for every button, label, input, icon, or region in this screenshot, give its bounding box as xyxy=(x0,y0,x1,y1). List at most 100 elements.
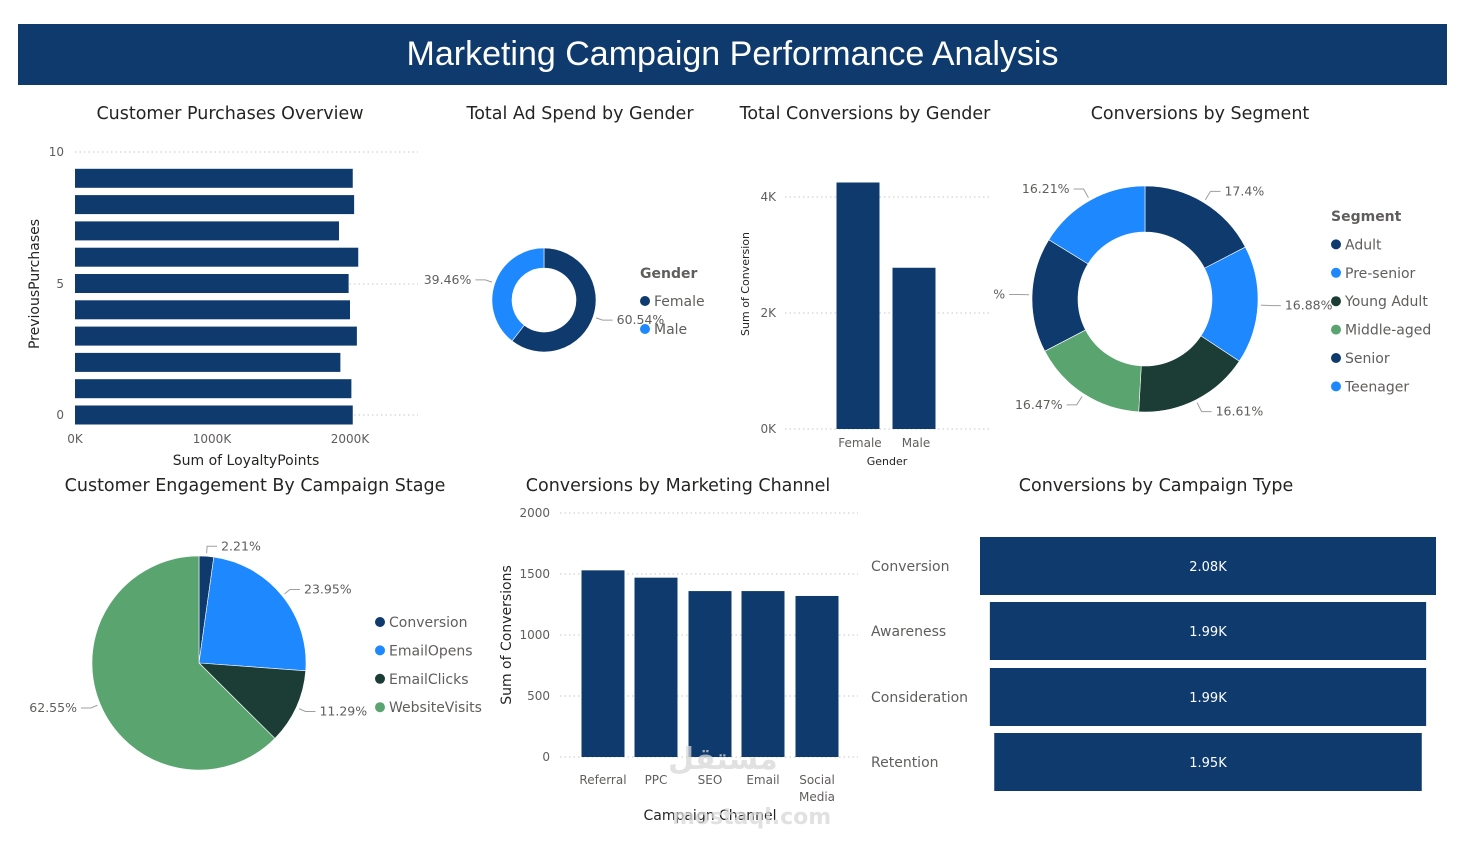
purchases-y-axis-title: PreviousPurchases xyxy=(27,219,43,349)
segment-legend-title: Segment xyxy=(1331,209,1402,225)
convgender-chart-title: Total Conversions by Gender xyxy=(739,104,991,124)
adspend-chart-title: Total Ad Spend by Gender xyxy=(466,104,694,124)
engagement-slice xyxy=(198,662,307,739)
engagement-data-label: 62.55% xyxy=(29,700,77,715)
purchases-bar xyxy=(75,326,357,346)
convgender-x-axis-title: Gender xyxy=(867,455,908,468)
engagement-data-label: 2.21% xyxy=(221,538,261,553)
adspend-legend-item: Male xyxy=(654,322,687,338)
purchases-bar xyxy=(75,274,349,293)
purchases-y-tick: 0 xyxy=(56,408,64,422)
purchases-bar xyxy=(75,379,352,399)
purchases-x-tick: 1000K xyxy=(193,432,233,446)
engagement-leader-line xyxy=(80,704,98,709)
segment-legend-item: Adult xyxy=(1345,237,1382,253)
adspend-legend-marker xyxy=(640,296,650,306)
channel-y-axis-title: Sum of Conversions xyxy=(499,565,515,705)
adspend-leader-line xyxy=(595,317,613,321)
camptype-data-label: 1.99K xyxy=(1189,691,1227,706)
camptype-bar xyxy=(980,537,1436,595)
channel-bar xyxy=(741,591,785,757)
adspend-data-label: 60.54% xyxy=(617,312,665,327)
convgender-bar xyxy=(836,182,880,429)
convgender-y-tick: 2K xyxy=(760,306,777,320)
camptype-bar xyxy=(989,668,1427,726)
channel-x-tick: Social xyxy=(799,773,835,787)
channel-x-tick: SEO xyxy=(698,773,723,787)
segment-data-label: 17.4% xyxy=(1224,183,1264,198)
engagement-legend-marker xyxy=(375,617,385,627)
camptype-data-label: 1.95K xyxy=(1189,756,1227,771)
segment-data-label: 16.61% xyxy=(1216,404,1264,419)
segment-leader-line xyxy=(1260,304,1281,307)
camptype-category-label: Retention xyxy=(871,755,939,771)
segment-legend-marker xyxy=(1331,296,1341,307)
dashboard-banner: Marketing Campaign Performance Analysis xyxy=(18,24,1447,85)
engagement-data-label: 23.95% xyxy=(304,581,352,596)
channel-y-tick: 2000 xyxy=(519,506,550,520)
segment-legend-item: Teenager xyxy=(1344,379,1409,395)
segment-leader-line xyxy=(1066,396,1083,406)
camptype-category-label: Consideration xyxy=(871,690,968,706)
purchases-bar xyxy=(75,300,350,320)
camptype-category-label: Conversion xyxy=(871,559,950,575)
segment-legend-marker xyxy=(1331,324,1341,335)
adspend-slice xyxy=(491,247,545,342)
adspend-leader-line xyxy=(475,279,493,283)
camptype-bar xyxy=(994,733,1422,791)
segment-leader-line xyxy=(1196,402,1212,413)
purchases-bar xyxy=(75,405,353,425)
convgender-x-tick: Female xyxy=(838,436,881,450)
segment-legend-marker xyxy=(1331,353,1341,363)
purchases-bar xyxy=(75,247,359,267)
segment-slice xyxy=(1048,185,1146,265)
purchases-x-axis-title: Sum of LoyaltyPoints xyxy=(173,453,320,469)
purchases-bar xyxy=(75,352,341,372)
engagement-legend-marker xyxy=(375,673,385,684)
channel-x-tick: Media xyxy=(799,790,835,804)
convgender-y-tick: 4K xyxy=(760,190,777,204)
engagement-legend-item: Conversion xyxy=(389,615,468,631)
purchases-bar xyxy=(75,195,355,215)
engagement-legend-item: EmailOpens xyxy=(389,643,473,659)
channel-chart-title: Conversions by Marketing Channel xyxy=(525,476,831,496)
segment-legend-marker xyxy=(1331,267,1341,278)
dashboard-title: Marketing Campaign Performance Analysis xyxy=(406,35,1059,73)
channel-y-tick: 1500 xyxy=(519,567,550,581)
segment-leader-line xyxy=(1204,190,1221,201)
engagement-slice xyxy=(91,555,276,771)
segment-legend-item: Pre-senior xyxy=(1345,266,1416,282)
adspend-slice xyxy=(511,247,597,353)
purchases-x-tick: 2000K xyxy=(331,432,371,446)
adspend-data-label: 39.46% xyxy=(424,272,472,287)
engagement-legend-marker xyxy=(375,645,385,656)
segment-legend-marker xyxy=(1331,381,1341,392)
camptype-category-label: Awareness xyxy=(871,624,946,640)
segment-legend-item: Middle-aged xyxy=(1345,323,1431,339)
engagement-data-label: 11.29% xyxy=(319,704,367,719)
convgender-y-tick: 0K xyxy=(760,422,777,436)
camptype-bar xyxy=(989,602,1427,660)
purchases-chart-title: Customer Purchases Overview xyxy=(96,104,364,124)
camptype-data-label: 2.08K xyxy=(1189,560,1227,575)
camptype-chart-title: Conversions by Campaign Type xyxy=(1018,476,1294,496)
purchases-x-tick: 0K xyxy=(67,432,84,446)
channel-y-tick: 500 xyxy=(527,689,550,703)
segment-legend-item: Young Adult xyxy=(1344,294,1428,310)
segment-data-label: % xyxy=(993,286,1005,301)
purchases-y-tick: 5 xyxy=(56,277,64,291)
segment-legend-marker xyxy=(1331,239,1341,250)
channel-bar xyxy=(581,570,625,757)
purchases-bar xyxy=(75,221,339,241)
engagement-legend-item: WebsiteVisits xyxy=(389,700,482,716)
segment-data-label: 16.47% xyxy=(1015,397,1063,412)
channel-x-tick: PPC xyxy=(645,773,668,787)
engagement-legend-item: EmailClicks xyxy=(389,672,469,688)
channel-x-axis-title: Campaign Channel xyxy=(643,808,776,824)
purchases-y-tick: 10 xyxy=(49,145,64,159)
watermark-url: mostaql.com xyxy=(672,805,832,830)
channel-y-tick: 1000 xyxy=(519,628,550,642)
engagement-legend-marker xyxy=(375,702,385,713)
channel-x-tick: Referral xyxy=(579,773,626,787)
